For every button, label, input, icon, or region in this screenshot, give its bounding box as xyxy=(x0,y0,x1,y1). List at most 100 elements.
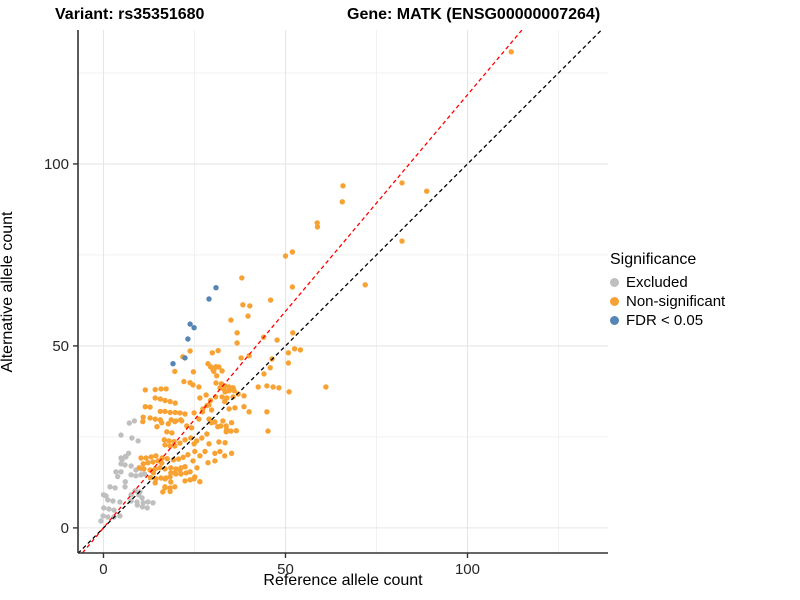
legend-dot-icon xyxy=(610,316,619,325)
data-point xyxy=(163,386,169,392)
data-point xyxy=(202,448,208,455)
data-point xyxy=(182,478,188,484)
data-point xyxy=(170,361,176,367)
data-point xyxy=(241,393,247,399)
data-point xyxy=(172,368,178,375)
plot-title-gene: Gene: MATK (ENSG00000007264) xyxy=(347,6,601,23)
data-point xyxy=(194,465,200,471)
data-point xyxy=(140,418,146,425)
data-point xyxy=(228,450,235,456)
data-point xyxy=(205,460,211,466)
data-point xyxy=(98,518,104,524)
data-point xyxy=(152,395,158,401)
data-point xyxy=(157,465,163,471)
data-point xyxy=(129,435,135,441)
data-point xyxy=(162,442,168,448)
data-point xyxy=(118,469,124,475)
data-point xyxy=(213,380,219,386)
data-point xyxy=(153,453,159,459)
data-point xyxy=(152,480,158,486)
data-point xyxy=(286,389,292,395)
data-point xyxy=(211,368,217,375)
data-point xyxy=(122,479,128,485)
data-point xyxy=(128,472,134,478)
series-non-significant xyxy=(136,49,514,495)
data-point xyxy=(161,437,167,443)
data-point xyxy=(122,484,128,490)
data-point xyxy=(215,347,221,354)
series-fdr-0-05 xyxy=(170,285,219,367)
data-point xyxy=(139,504,146,510)
data-point xyxy=(157,396,163,402)
data-point xyxy=(196,416,202,422)
data-point xyxy=(169,430,175,436)
data-point xyxy=(115,473,121,480)
data-point xyxy=(197,395,203,401)
data-point xyxy=(168,470,174,476)
data-point xyxy=(270,384,276,390)
data-point xyxy=(101,505,107,511)
data-point xyxy=(131,418,138,424)
data-point xyxy=(147,415,153,421)
x-tick-label: 0 xyxy=(99,561,107,578)
data-point xyxy=(107,484,113,490)
data-point xyxy=(147,475,154,481)
data-point xyxy=(167,409,173,416)
data-point xyxy=(141,466,147,472)
data-point xyxy=(264,409,270,415)
data-point xyxy=(179,418,185,424)
data-point xyxy=(142,404,148,410)
data-point xyxy=(164,429,170,435)
data-point xyxy=(185,452,191,458)
data-point xyxy=(233,428,239,434)
data-point xyxy=(399,180,405,186)
identity-line xyxy=(78,30,603,553)
data-point xyxy=(216,439,222,445)
data-point xyxy=(362,282,368,288)
data-point xyxy=(105,497,111,503)
data-point xyxy=(133,473,139,479)
data-point xyxy=(173,471,179,477)
data-point xyxy=(267,365,273,371)
data-point xyxy=(274,337,280,343)
data-point xyxy=(222,398,228,405)
data-point xyxy=(128,463,134,469)
x-axis-title-wrap: Reference allele count xyxy=(0,572,686,590)
data-point xyxy=(230,394,236,400)
data-point xyxy=(241,404,247,410)
data-point xyxy=(183,470,189,476)
data-point xyxy=(197,479,203,485)
data-point xyxy=(159,420,165,426)
data-point xyxy=(340,183,346,189)
data-point xyxy=(145,460,151,466)
x-axis-title: Reference allele count xyxy=(263,572,423,589)
data-point xyxy=(214,373,220,379)
data-point xyxy=(323,384,329,390)
data-point xyxy=(234,330,240,336)
legend-item-label: FDR < 0.05 xyxy=(626,312,704,329)
data-point xyxy=(226,406,232,412)
data-point xyxy=(144,505,150,511)
data-point xyxy=(339,199,345,205)
data-point xyxy=(145,499,151,505)
data-point xyxy=(508,49,514,55)
data-point xyxy=(167,443,173,449)
fit-line xyxy=(81,30,523,553)
legend-item-label: Non-significant xyxy=(626,293,726,310)
data-point xyxy=(290,330,296,336)
data-point xyxy=(172,418,178,425)
data-point xyxy=(223,426,230,433)
data-point xyxy=(166,438,172,444)
x-tick-label: 100 xyxy=(455,561,480,578)
data-point xyxy=(150,470,157,476)
data-point xyxy=(424,188,430,194)
data-point xyxy=(140,414,146,420)
data-point xyxy=(185,336,191,342)
data-point xyxy=(140,461,146,467)
data-point xyxy=(173,466,179,472)
data-point xyxy=(199,435,205,441)
data-point xyxy=(188,425,195,431)
data-point xyxy=(215,424,221,430)
data-point xyxy=(152,386,158,393)
